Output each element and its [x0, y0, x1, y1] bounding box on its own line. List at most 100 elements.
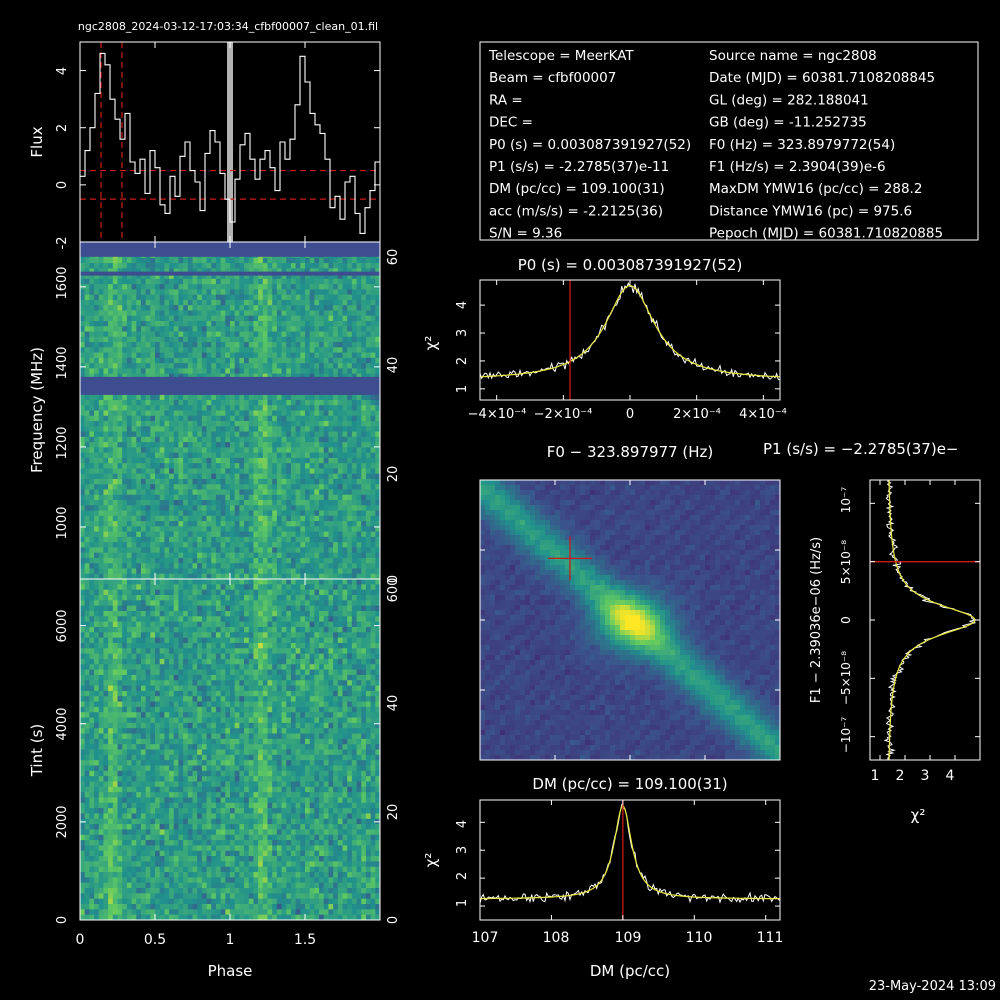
heatmap-cell — [94, 468, 100, 475]
heatmap-cell — [234, 331, 240, 338]
heatmap-cell — [80, 463, 86, 469]
heatmap-cell — [192, 616, 198, 623]
heatmap-cell — [239, 637, 245, 644]
heatmap-cell — [131, 579, 137, 585]
heatmap-cell — [234, 626, 240, 633]
profile-ytick: 2 — [55, 124, 70, 132]
heatmap-cell — [126, 584, 133, 591]
heatmap-cell — [192, 299, 198, 306]
heatmap-cell — [258, 473, 264, 480]
heatmap-cell — [375, 463, 380, 469]
heatmap-cell — [122, 584, 128, 591]
heatmap-cell — [286, 563, 292, 569]
heatmap-cell — [117, 426, 123, 433]
heatmap-cell — [230, 626, 236, 633]
heatmap-cell — [347, 342, 353, 348]
heatmap-cell — [290, 542, 297, 548]
heatmap-cell — [215, 442, 222, 448]
heatmap-cell — [155, 621, 161, 628]
heatmap-cell — [178, 415, 184, 422]
heatmap-cell — [211, 257, 217, 264]
heatmap-cell — [365, 626, 372, 633]
heatmap-cell — [122, 431, 128, 438]
heatmap-cell — [187, 347, 193, 354]
heatmap-cell — [155, 557, 161, 564]
heatmap-cell — [239, 452, 245, 459]
heatmap-cell — [84, 610, 90, 617]
heatmap-cell — [131, 294, 137, 301]
heatmap-cell — [192, 426, 198, 433]
heatmap-cell — [323, 315, 329, 322]
heatmap-cell — [333, 473, 339, 480]
heatmap-cell — [365, 289, 372, 296]
heatmap-cell — [248, 642, 254, 649]
heatmap-cell — [328, 531, 334, 538]
heatmap-cell — [169, 542, 175, 548]
heatmap-cell — [98, 257, 104, 264]
heatmap-cell — [201, 284, 208, 290]
heatmap-cell — [351, 463, 358, 469]
heatmap-cell — [328, 632, 334, 639]
heatmap-cell — [211, 421, 217, 427]
heatmap-cell — [239, 257, 245, 264]
heatmap-cell — [169, 299, 175, 306]
heatmap-cell — [300, 557, 306, 564]
heatmap-cell — [201, 521, 208, 527]
heatmap-cell — [276, 616, 283, 623]
heatmap-cell — [122, 552, 128, 559]
heatmap-cell — [201, 605, 208, 612]
heatmap-cell — [80, 320, 86, 327]
heatmap-cell — [80, 531, 86, 538]
heatmap-cell — [295, 405, 301, 411]
heatmap-cell — [276, 284, 283, 290]
heatmap-cell — [342, 621, 348, 628]
heatmap-cell — [276, 579, 283, 585]
heatmap-cell — [178, 478, 184, 485]
heatmap-cell — [178, 542, 184, 548]
heatmap-cell — [305, 320, 311, 327]
heatmap-cell — [150, 494, 156, 501]
heatmap-cell — [108, 326, 114, 333]
heatmap-cell — [122, 473, 128, 480]
heatmap-cell — [145, 547, 151, 554]
heatmap-cell — [183, 436, 189, 443]
heatmap-cell — [351, 263, 358, 269]
heatmap-cell — [234, 326, 240, 333]
heatmap-cell — [155, 547, 161, 554]
heatmap-cell — [309, 521, 315, 527]
heatmap-cell — [281, 294, 287, 301]
heatmap-cell — [206, 273, 212, 280]
heatmap-cell — [276, 521, 283, 527]
heatmap-cell — [356, 410, 362, 417]
heatmap-cell — [197, 415, 203, 422]
heatmap-cell — [201, 352, 208, 359]
heatmap-cell — [215, 626, 222, 633]
heatmap-cell — [173, 263, 179, 269]
heatmap-cell — [98, 557, 104, 564]
heatmap-cell — [201, 442, 208, 448]
heatmap-cell — [126, 579, 133, 585]
heatmap-cell — [140, 531, 147, 538]
heatmap-cell — [145, 637, 151, 644]
heatmap-cell — [244, 331, 250, 338]
heatmap-cell — [192, 510, 198, 517]
heatmap-cell — [328, 315, 334, 322]
heatmap-cell — [206, 399, 212, 406]
heatmap-cell — [276, 415, 283, 422]
heatmap-cell — [201, 621, 208, 628]
heatmap-cell — [267, 421, 273, 427]
heatmap-cell — [211, 363, 217, 369]
heatmap-cell — [150, 515, 156, 522]
heatmap-cell — [98, 542, 104, 548]
heatmap-cell — [323, 326, 329, 333]
heatmap-cell — [361, 257, 367, 264]
heatmap-cell — [211, 278, 217, 285]
heatmap-cell — [309, 552, 315, 559]
heatmap-cell — [145, 331, 151, 338]
heatmap-cell — [337, 626, 343, 633]
heatmap-cell — [211, 426, 217, 433]
heatmap-cell — [347, 289, 353, 296]
heatmap-cell — [169, 320, 175, 327]
heatmap-cell — [290, 457, 297, 464]
heatmap-cell — [253, 626, 259, 633]
